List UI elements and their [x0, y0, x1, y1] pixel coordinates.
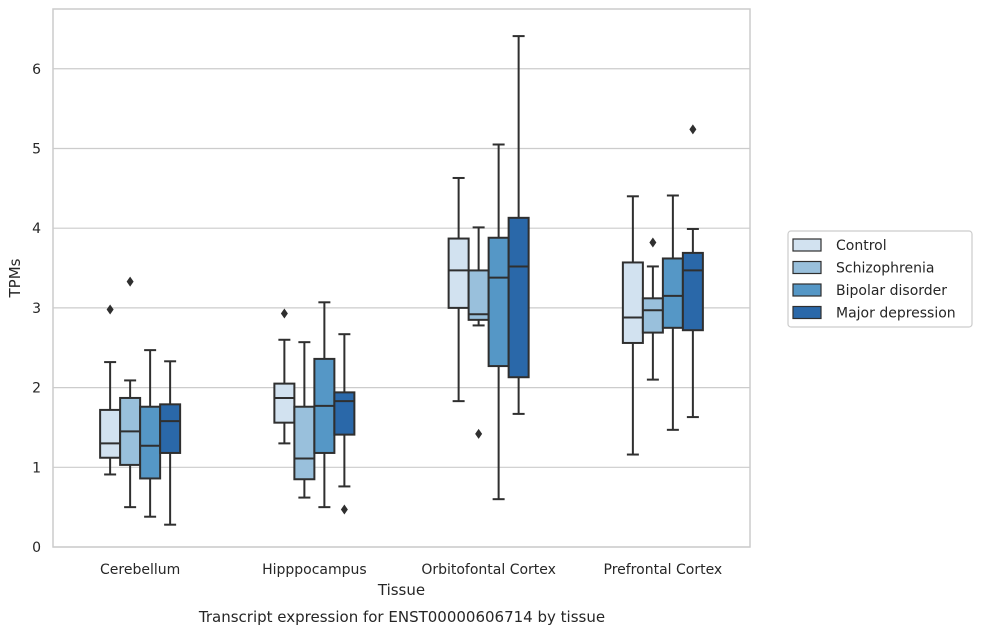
box	[507, 35, 530, 415]
box	[119, 276, 142, 509]
box	[467, 226, 490, 439]
box-series	[99, 35, 704, 526]
outlier-point	[106, 304, 114, 315]
legend-label: Schizophrenia	[836, 261, 934, 277]
legend-item: Schizophrenia	[792, 260, 934, 277]
box-iqr	[467, 269, 490, 321]
y-tick-label: 0	[32, 540, 41, 556]
box-iqr	[99, 408, 122, 459]
y-tick-label: 6	[32, 62, 41, 78]
x-tick-label: Orbitofontal Cortex	[421, 562, 556, 578]
outlier-point	[340, 504, 348, 515]
series-major-depression	[159, 35, 704, 526]
box-iqr	[333, 391, 356, 436]
series-schizophrenia	[119, 226, 664, 509]
legend-label: Control	[836, 238, 887, 254]
y-tick-label: 4	[32, 221, 41, 237]
legend-swatch	[792, 305, 822, 320]
legend-item: Bipolar disorder	[792, 283, 947, 299]
y-tick-label: 5	[32, 141, 41, 157]
plot-frame	[52, 8, 751, 548]
box-iqr	[159, 403, 182, 454]
series-bipolar-disorder	[139, 143, 684, 518]
y-tick-label: 3	[32, 301, 41, 317]
box-iqr	[487, 236, 510, 368]
legend-frame	[787, 230, 973, 328]
legend-item: Major depression	[792, 305, 956, 322]
y-tick-label: 2	[32, 381, 41, 397]
legend-swatch	[792, 238, 822, 252]
box	[293, 341, 316, 499]
legend-swatch	[792, 260, 822, 275]
legend-item: Control	[792, 238, 887, 254]
outlier-point	[689, 124, 697, 135]
box	[681, 124, 704, 419]
box-iqr	[139, 405, 162, 480]
y-tick-label: 1	[32, 460, 41, 476]
box-iqr	[293, 405, 316, 481]
box-iqr	[661, 257, 684, 329]
y-axis-title: TPMs	[6, 258, 24, 298]
box-iqr	[507, 216, 530, 379]
chart-caption: Transcript expression for ENST0000060671…	[198, 608, 605, 626]
box-iqr	[641, 297, 664, 334]
box	[99, 304, 122, 476]
outlier-point	[280, 308, 288, 319]
box	[273, 308, 296, 445]
legend-swatch	[792, 283, 822, 297]
x-tick-label: Prefrontal Cortex	[604, 562, 723, 578]
series-control	[99, 176, 644, 476]
box-iqr	[273, 382, 296, 424]
outlier-point	[126, 276, 134, 287]
box-iqr	[681, 251, 704, 332]
y-tick-labels: 0 1 2 3 4 5 6	[32, 62, 41, 556]
box	[139, 349, 162, 518]
box	[621, 195, 644, 456]
box	[641, 237, 664, 381]
x-tick-label: Cerebellum	[100, 562, 180, 578]
outlier-point	[649, 237, 657, 248]
box	[333, 333, 356, 515]
box	[661, 194, 684, 431]
box	[447, 176, 470, 403]
x-tick-label: Hipppocampus	[262, 562, 367, 578]
x-axis-title: Tissue	[377, 581, 425, 599]
x-tick-labels: Cerebellum Hipppocampus Orbitofontal Corte…	[100, 562, 722, 578]
outlier-point	[475, 428, 483, 439]
box	[487, 143, 510, 501]
legend-label: Bipolar disorder	[836, 283, 947, 299]
box	[313, 301, 336, 509]
box-iqr	[621, 261, 644, 344]
box-iqr	[447, 237, 470, 309]
legend: Control Schizophrenia Bipolar disorder Majo…	[787, 230, 973, 328]
box	[159, 360, 182, 526]
legend-label: Major depression	[836, 306, 956, 322]
